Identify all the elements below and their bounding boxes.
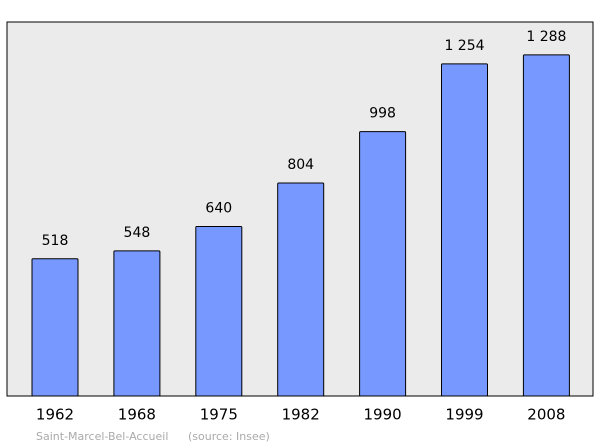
x-tick-label: 1990 — [364, 406, 402, 424]
bar — [31, 258, 79, 397]
value-label: 1 254 — [444, 38, 484, 54]
value-label: 1 288 — [526, 29, 566, 45]
bar — [277, 182, 325, 397]
place-name: Saint-Marcel-Bel-Accueil — [36, 430, 168, 443]
bar — [441, 63, 488, 397]
bar — [522, 54, 570, 397]
bar — [113, 250, 161, 397]
x-tick-label: 1975 — [200, 406, 238, 424]
x-tick-label: 1962 — [36, 406, 74, 424]
x-tick-label: 1999 — [445, 406, 483, 424]
source-note: (source: Insee) — [188, 430, 270, 443]
value-label: 804 — [287, 157, 314, 173]
x-tick-label: 1968 — [118, 406, 156, 424]
value-label: 998 — [369, 106, 396, 122]
value-label: 640 — [205, 200, 232, 216]
value-label: 518 — [42, 233, 69, 249]
x-tick-label: 2008 — [527, 406, 565, 424]
bar — [359, 131, 407, 397]
value-label: 548 — [124, 225, 151, 241]
bar — [195, 225, 243, 397]
x-tick-label: 1982 — [282, 406, 320, 424]
